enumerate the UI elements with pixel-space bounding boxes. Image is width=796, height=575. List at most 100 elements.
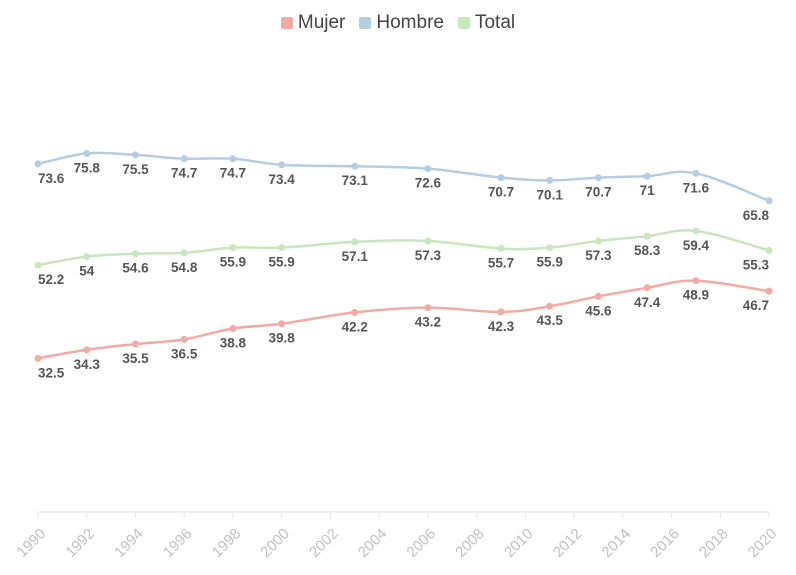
data-label-hombre: 74.7 <box>171 166 197 181</box>
legend-item-mujer[interactable]: Mujer <box>280 12 346 34</box>
x-tick-label: 2012 <box>550 525 586 561</box>
data-label-total: 57.1 <box>342 249 369 264</box>
data-point-hombre <box>351 162 359 170</box>
data-label-mujer: 43.2 <box>415 315 441 330</box>
data-point-mujer <box>765 287 773 295</box>
data-point-mujer <box>643 284 651 292</box>
data-label-total: 55.9 <box>537 255 563 270</box>
data-point-hombre <box>594 174 602 182</box>
legend-swatch-mujer <box>280 17 293 29</box>
data-point-mujer <box>229 324 237 332</box>
data-label-mujer: 42.2 <box>342 319 368 334</box>
data-point-total <box>34 261 42 269</box>
x-tick-label: 2018 <box>696 525 732 561</box>
data-point-mujer <box>594 292 602 300</box>
x-tick-label: 1994 <box>111 525 147 561</box>
data-point-total <box>229 244 237 252</box>
x-tick-label: 2014 <box>598 525 634 561</box>
data-label-total: 55.7 <box>488 256 514 271</box>
x-tick-label: 1996 <box>160 525 196 561</box>
data-point-total <box>278 244 286 252</box>
x-tick-label: 2004 <box>355 525 391 561</box>
data-label-mujer: 46.7 <box>743 298 769 313</box>
data-point-hombre <box>34 160 42 168</box>
data-label-hombre: 70.1 <box>537 187 564 202</box>
data-label-total: 57.3 <box>585 248 612 263</box>
data-point-mujer <box>278 320 286 328</box>
data-point-total <box>765 246 773 254</box>
data-point-hombre <box>424 165 432 173</box>
data-point-mujer <box>34 354 42 362</box>
data-label-mujer: 36.5 <box>171 346 198 361</box>
data-point-total <box>594 237 602 245</box>
data-point-total <box>497 245 505 253</box>
data-label-mujer: 48.9 <box>683 288 709 303</box>
data-label-total: 54.6 <box>122 261 149 276</box>
data-label-hombre: 65.8 <box>743 208 770 223</box>
data-label-total: 59.4 <box>683 238 710 253</box>
data-label-hombre: 70.7 <box>488 185 514 200</box>
data-point-hombre <box>229 155 237 163</box>
legend-label-total: Total <box>474 12 516 33</box>
data-label-total: 52.2 <box>38 272 64 287</box>
data-point-mujer <box>692 277 700 285</box>
legend-swatch-hombre <box>359 17 372 29</box>
data-label-mujer: 38.8 <box>220 335 247 350</box>
data-point-mujer <box>424 304 432 312</box>
data-label-total: 54.8 <box>171 260 198 275</box>
data-point-mujer <box>131 340 139 348</box>
data-label-total: 58.3 <box>634 243 661 258</box>
data-point-hombre <box>497 174 505 182</box>
data-label-hombre: 75.5 <box>122 162 149 177</box>
data-label-total: 54 <box>79 264 95 279</box>
data-label-mujer: 42.3 <box>488 319 515 334</box>
data-point-total <box>180 249 188 257</box>
legend-item-hombre[interactable]: Hombre <box>359 12 444 34</box>
data-label-hombre: 70.7 <box>585 185 611 200</box>
data-label-total: 55.9 <box>269 255 295 270</box>
data-label-mujer: 32.5 <box>38 365 65 380</box>
x-tick-label: 2008 <box>452 525 488 561</box>
data-label-hombre: 73.6 <box>38 171 65 186</box>
data-label-mujer: 45.6 <box>585 303 612 318</box>
data-point-total <box>83 253 91 261</box>
data-point-mujer <box>180 335 188 343</box>
legend-swatch-total <box>457 17 470 29</box>
x-tick-label: 2002 <box>306 525 342 561</box>
data-point-mujer <box>351 308 359 316</box>
legend-item-total[interactable]: Total <box>457 12 516 34</box>
data-point-hombre <box>692 169 700 177</box>
x-tick-label: 2020 <box>745 525 781 561</box>
legend-label-mujer: Mujer <box>297 12 346 33</box>
data-point-hombre <box>765 197 773 205</box>
data-point-hombre <box>643 172 651 180</box>
data-label-mujer: 43.5 <box>537 313 564 328</box>
data-label-total: 57.3 <box>415 248 442 263</box>
data-label-total: 55.9 <box>220 255 246 270</box>
data-label-hombre: 71.6 <box>683 180 710 195</box>
data-point-total <box>546 244 554 252</box>
data-label-hombre: 72.6 <box>415 176 442 191</box>
legend-label-hombre: Hombre <box>376 12 444 33</box>
x-tick-label: 2016 <box>647 525 683 561</box>
legend: Mujer Hombre Total <box>0 12 796 34</box>
data-point-mujer <box>546 302 554 310</box>
data-point-hombre <box>180 155 188 163</box>
data-point-mujer <box>83 346 91 354</box>
x-tick-label: 2000 <box>257 525 293 561</box>
data-point-total <box>351 238 359 246</box>
data-point-total <box>692 227 700 235</box>
data-point-hombre <box>131 151 139 159</box>
data-point-hombre <box>278 161 286 169</box>
data-label-mujer: 34.3 <box>74 357 101 372</box>
data-point-mujer <box>497 308 505 316</box>
data-label-mujer: 35.5 <box>122 351 149 366</box>
data-point-hombre <box>546 176 554 184</box>
data-point-hombre <box>83 149 91 157</box>
data-label-mujer: 47.4 <box>634 295 661 310</box>
data-label-hombre: 74.7 <box>220 166 246 181</box>
series-line-mujer <box>37 279 770 360</box>
x-tick-label: 1998 <box>209 525 245 561</box>
